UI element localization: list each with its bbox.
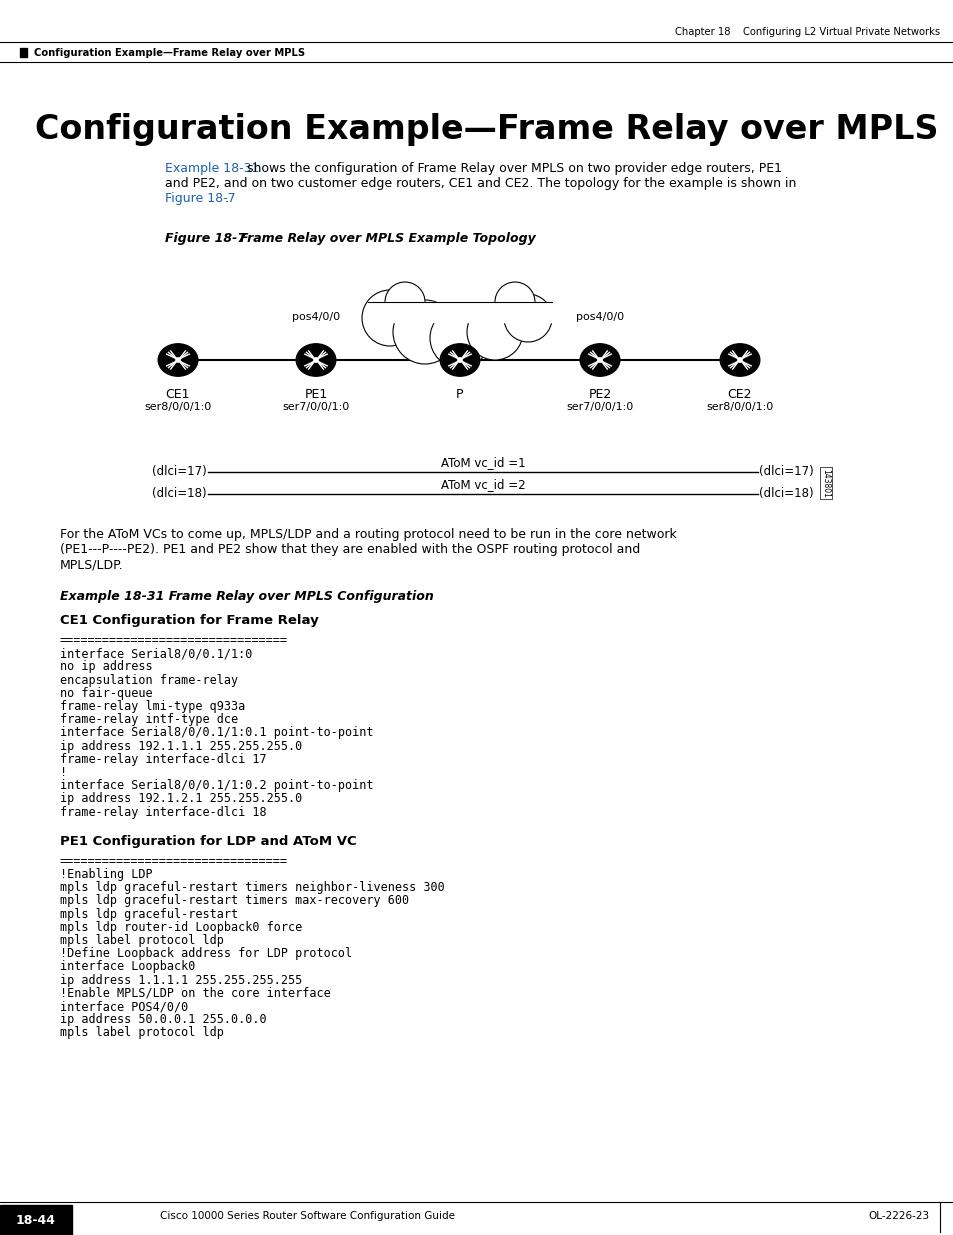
Text: PE1 Configuration for LDP and AToM VC: PE1 Configuration for LDP and AToM VC	[60, 835, 356, 847]
Circle shape	[467, 304, 522, 359]
Text: ser7/0/0/1:0: ser7/0/0/1:0	[282, 403, 349, 412]
Ellipse shape	[295, 343, 335, 377]
Text: frame-relay lmi-type q933a: frame-relay lmi-type q933a	[60, 700, 245, 713]
Text: PE1: PE1	[304, 388, 327, 401]
Text: Figure 18-7: Figure 18-7	[165, 191, 235, 205]
Text: frame-relay interface-dlci 18: frame-relay interface-dlci 18	[60, 805, 266, 819]
Circle shape	[361, 290, 417, 346]
Text: AToM vc_id =1: AToM vc_id =1	[440, 456, 525, 469]
Text: Configuration Example—Frame Relay over MPLS: Configuration Example—Frame Relay over M…	[34, 48, 305, 58]
Text: shows the configuration of Frame Relay over MPLS on two provider edge routers, P: shows the configuration of Frame Relay o…	[243, 162, 781, 175]
Text: ip address 1.1.1.1 255.255.255.255: ip address 1.1.1.1 255.255.255.255	[60, 973, 302, 987]
Text: CE1: CE1	[166, 388, 190, 401]
Text: mpls label protocol ldp: mpls label protocol ldp	[60, 1026, 224, 1040]
Text: P: P	[456, 388, 463, 401]
Text: interface Serial8/0/0.1/1:0.1 point-to-point: interface Serial8/0/0.1/1:0.1 point-to-p…	[60, 726, 374, 740]
Text: pos4/0/0: pos4/0/0	[576, 312, 623, 322]
Circle shape	[737, 358, 741, 362]
Text: Cisco 10000 Series Router Software Configuration Guide: Cisco 10000 Series Router Software Confi…	[160, 1212, 455, 1221]
Text: encapsulation frame-relay: encapsulation frame-relay	[60, 673, 238, 687]
Circle shape	[385, 282, 424, 322]
Ellipse shape	[158, 343, 197, 377]
Text: ================================: ================================	[60, 634, 288, 647]
Text: !: !	[60, 766, 67, 779]
Circle shape	[495, 282, 535, 322]
Text: AToM vc_id =2: AToM vc_id =2	[440, 478, 525, 492]
Circle shape	[175, 358, 180, 362]
Text: !Enable MPLS/LDP on the core interface: !Enable MPLS/LDP on the core interface	[60, 987, 331, 1000]
Circle shape	[393, 300, 456, 364]
Text: CE2: CE2	[727, 388, 752, 401]
Text: ip address 192.1.2.1 255.255.255.0: ip address 192.1.2.1 255.255.255.0	[60, 793, 302, 805]
Bar	[368, 303, 552, 322]
Text: pos4/0/0: pos4/0/0	[292, 312, 339, 322]
Text: Example 18-31: Example 18-31	[165, 162, 259, 175]
Text: (PE1---P----PE2). PE1 and PE2 show that they are enabled with the OSPF routing p: (PE1---P----PE2). PE1 and PE2 show that …	[60, 543, 639, 556]
Circle shape	[430, 308, 490, 368]
Circle shape	[598, 358, 601, 362]
Text: For the AToM VCs to come up, MPLS/LDP and a routing protocol need to be run in t: For the AToM VCs to come up, MPLS/LDP an…	[60, 529, 676, 541]
Text: and PE2, and on two customer edge routers, CE1 and CE2. The topology for the exa: and PE2, and on two customer edge router…	[165, 177, 796, 190]
Text: Figure 18-7: Figure 18-7	[165, 232, 263, 245]
Text: ================================: ================================	[60, 855, 288, 868]
Text: !Define Loopback address for LDP protocol: !Define Loopback address for LDP protoco…	[60, 947, 352, 960]
Text: (dlci=18): (dlci=18)	[152, 488, 207, 500]
Text: (dlci=17): (dlci=17)	[152, 466, 207, 478]
Text: Configuration Example—Frame Relay over MPLS: Configuration Example—Frame Relay over M…	[35, 114, 938, 147]
Text: mpls ldp graceful-restart: mpls ldp graceful-restart	[60, 908, 238, 920]
Text: PE2: PE2	[588, 388, 611, 401]
Text: no ip address: no ip address	[60, 661, 152, 673]
Text: ser8/0/0/1:0: ser8/0/0/1:0	[144, 403, 212, 412]
Ellipse shape	[579, 343, 619, 377]
Text: mpls label protocol ldp: mpls label protocol ldp	[60, 934, 224, 947]
Text: no fair-queue: no fair-queue	[60, 687, 152, 700]
Text: 143801: 143801	[821, 468, 830, 498]
Bar	[20, 48, 27, 57]
Text: (dlci=18): (dlci=18)	[759, 488, 813, 500]
Text: interface POS4/0/0: interface POS4/0/0	[60, 1000, 188, 1013]
Text: mpls ldp router-id Loopback0 force: mpls ldp router-id Loopback0 force	[60, 921, 302, 934]
Text: .: .	[225, 191, 229, 205]
Text: !Enabling LDP: !Enabling LDP	[60, 868, 152, 881]
Text: interface Serial8/0/0.1/1:0: interface Serial8/0/0.1/1:0	[60, 647, 253, 661]
Text: interface Loopback0: interface Loopback0	[60, 961, 195, 973]
Text: ip address 192.1.1.1 255.255.255.0: ip address 192.1.1.1 255.255.255.0	[60, 740, 302, 752]
Circle shape	[457, 358, 461, 362]
Text: 18-44: 18-44	[16, 1214, 56, 1226]
Text: CE1 Configuration for Frame Relay: CE1 Configuration for Frame Relay	[60, 614, 318, 627]
Text: (dlci=17): (dlci=17)	[759, 466, 813, 478]
Text: Example 18-31 Frame Relay over MPLS Configuration: Example 18-31 Frame Relay over MPLS Conf…	[60, 590, 434, 603]
Ellipse shape	[720, 343, 759, 377]
Bar	[0, 1205, 71, 1235]
Ellipse shape	[439, 343, 479, 377]
Text: mpls ldp graceful-restart timers max-recovery 600: mpls ldp graceful-restart timers max-rec…	[60, 894, 409, 908]
Circle shape	[314, 358, 318, 362]
Text: Frame Relay over MPLS Example Topology: Frame Relay over MPLS Example Topology	[240, 232, 536, 245]
Circle shape	[503, 294, 552, 342]
Text: mpls ldp graceful-restart timers neighbor-liveness 300: mpls ldp graceful-restart timers neighbo…	[60, 882, 444, 894]
Text: interface Serial8/0/0.1/1:0.2 point-to-point: interface Serial8/0/0.1/1:0.2 point-to-p…	[60, 779, 374, 792]
Text: ip address 50.0.0.1 255.0.0.0: ip address 50.0.0.1 255.0.0.0	[60, 1013, 266, 1026]
Text: frame-relay intf-type dce: frame-relay intf-type dce	[60, 713, 238, 726]
Text: MPLS/LDP.: MPLS/LDP.	[60, 558, 124, 571]
Text: frame-relay interface-dlci 17: frame-relay interface-dlci 17	[60, 753, 266, 766]
Bar	[820, 467, 831, 499]
Text: ser8/0/0/1:0: ser8/0/0/1:0	[705, 403, 773, 412]
Text: Chapter 18    Configuring L2 Virtual Private Networks: Chapter 18 Configuring L2 Virtual Privat…	[674, 27, 939, 37]
Text: OL-2226-23: OL-2226-23	[868, 1212, 929, 1221]
Text: ser7/0/0/1:0: ser7/0/0/1:0	[566, 403, 633, 412]
